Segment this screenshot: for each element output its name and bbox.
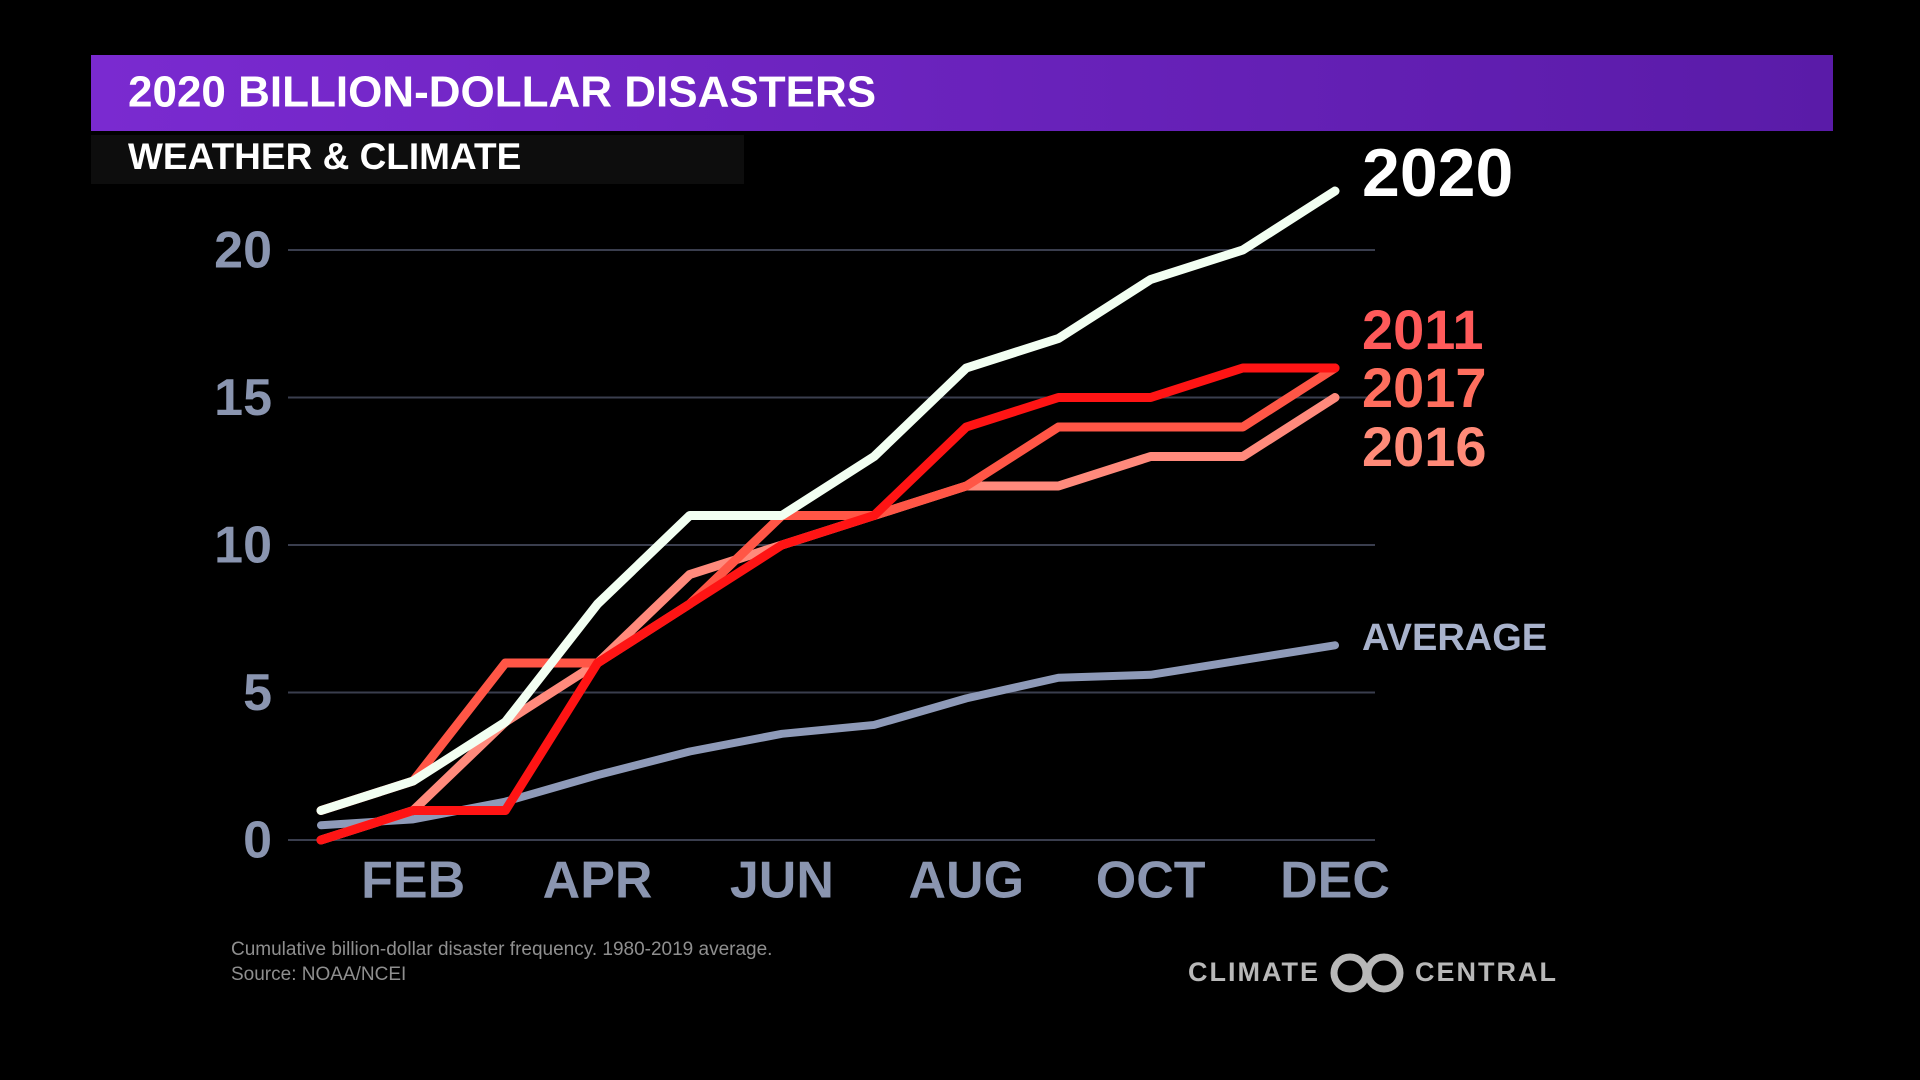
y-tick-label: 10: [214, 517, 272, 575]
x-tick-label: OCT: [1096, 852, 1206, 910]
footnote: Source: NOAA/NCEI: [231, 964, 406, 985]
footnote: Cumulative billion-dollar disaster frequ…: [231, 939, 772, 960]
series-label: 2017: [1362, 356, 1487, 419]
y-tick-label: 20: [214, 222, 272, 280]
x-tick-label: FEB: [361, 852, 465, 910]
series-line: [316, 186, 1340, 815]
y-tick-label: 5: [243, 664, 272, 722]
x-tick-label: AUG: [908, 852, 1024, 910]
logo-text: CENTRAL: [1415, 957, 1558, 987]
x-tick-label: DEC: [1280, 852, 1390, 910]
series-label: 2011: [1362, 298, 1484, 361]
x-tick-label: JUN: [730, 852, 834, 910]
series-label: AVERAGE: [1362, 617, 1547, 659]
series-line: [316, 363, 1340, 845]
subtitle-bar: [91, 135, 744, 184]
title-bar: [91, 55, 1833, 131]
series-line: [316, 363, 1340, 815]
series-label: 2020: [1362, 135, 1513, 211]
series-label: 2016: [1362, 415, 1487, 478]
chart-subtitle: WEATHER & CLIMATE: [128, 136, 521, 177]
series-line: [317, 641, 1339, 830]
logo-icon: [1330, 953, 1404, 993]
x-tick-label: APR: [543, 852, 653, 910]
chart-title: 2020 BILLION-DOLLAR DISASTERS: [128, 68, 876, 117]
y-tick-label: 0: [243, 812, 272, 870]
y-tick-label: 15: [214, 369, 272, 427]
logo-text: CLIMATE: [1188, 957, 1320, 987]
